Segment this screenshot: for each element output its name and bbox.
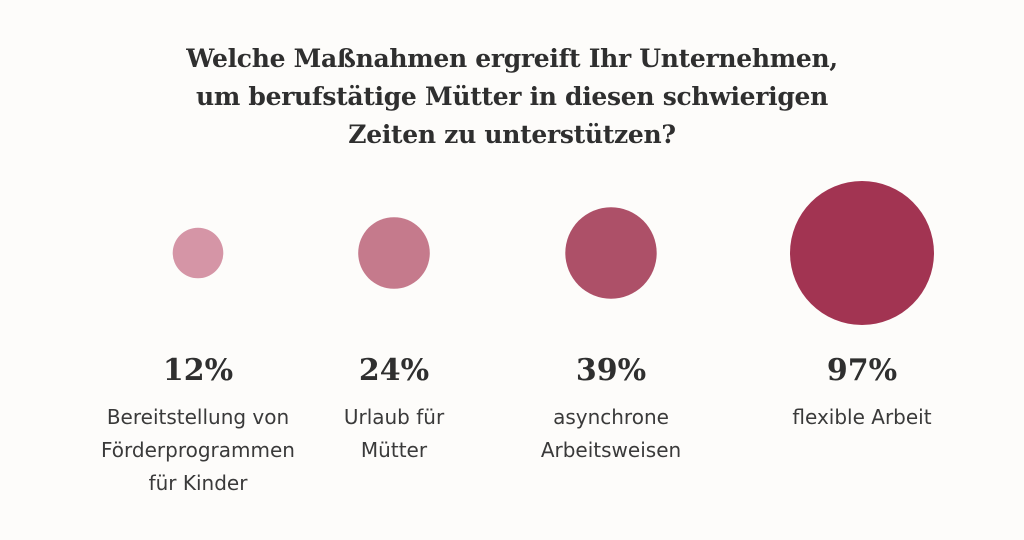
value-label-4: 97% <box>827 353 897 388</box>
category-label-1-line-3: für Kinder <box>149 471 249 495</box>
chart-title-line-2: um berufstätige Mütter in diesen schwier… <box>195 82 829 111</box>
chart-title-line-3: Zeiten zu unterstützen? <box>348 120 676 149</box>
category-label-4-line-1: flexible Arbeit <box>792 405 931 429</box>
category-label-1-line-1: Bereitstellung von <box>107 405 289 429</box>
value-label-1: 12% <box>163 353 233 388</box>
bubble-2 <box>358 217 430 289</box>
bubble-1 <box>172 227 224 279</box>
value-label-3: 39% <box>576 353 646 388</box>
category-label-3-line-1: asynchrone <box>553 405 669 429</box>
category-label-3-line-2: Arbeitsweisen <box>541 438 681 462</box>
value-label-2: 24% <box>359 353 429 388</box>
bubble-4 <box>790 181 934 325</box>
chart-title: Welche Maßnahmen ergreift Ihr Unternehme… <box>112 40 912 154</box>
category-label-2-line-2: Mütter <box>361 438 428 462</box>
chart-title-line-1: Welche Maßnahmen ergreift Ihr Unternehme… <box>186 44 838 73</box>
bubble-3 <box>565 207 657 299</box>
category-label-1-line-2: Förderprogrammen <box>101 438 295 462</box>
category-label-2-line-1: Urlaub für <box>344 405 445 429</box>
